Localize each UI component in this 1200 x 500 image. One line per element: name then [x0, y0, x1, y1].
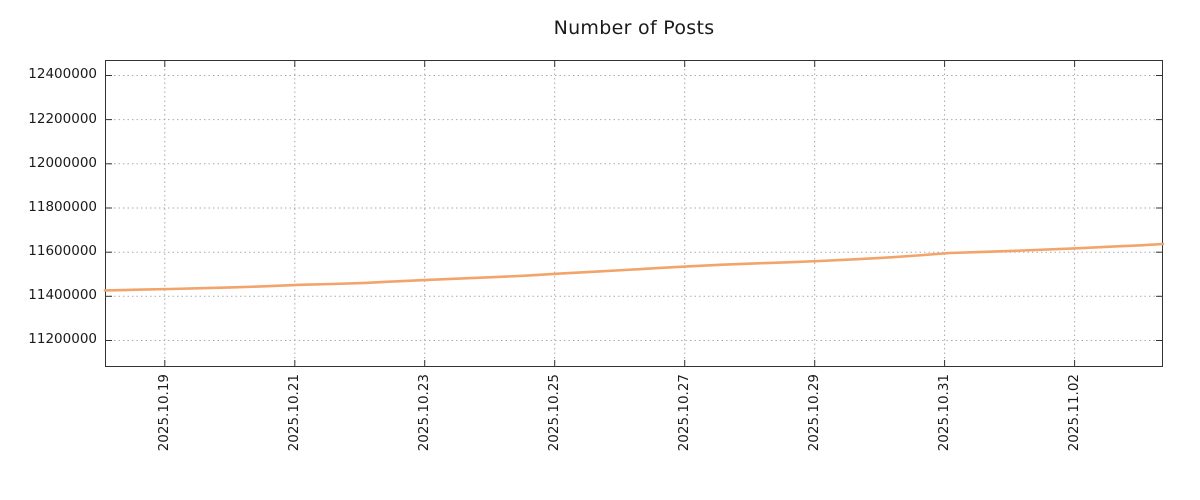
- x-tick-label: 2025.10.27: [675, 374, 692, 452]
- x-tick-label: 2025.10.25: [545, 374, 562, 452]
- plot-border: [105, 60, 1163, 367]
- x-tick-label: 2025.10.31: [935, 374, 952, 452]
- series-line-number-of-posts: [103, 242, 1165, 292]
- y-tick-label: 12400000: [28, 66, 97, 83]
- y-tick-label: 11600000: [28, 243, 97, 260]
- chart-title: Number of Posts: [553, 17, 715, 39]
- y-tick-label: 11400000: [28, 287, 97, 304]
- x-tick-label: 2025.10.19: [155, 374, 172, 452]
- y-tick-label: 12200000: [28, 110, 97, 127]
- y-tick-label: 11800000: [28, 198, 97, 215]
- x-tick-label: 2025.10.23: [415, 374, 432, 452]
- y-tick-label: 12000000: [28, 154, 97, 171]
- x-tick-label: 2025.11.02: [1065, 374, 1082, 452]
- y-tick-label: 11200000: [28, 331, 97, 348]
- x-tick-label: 2025.10.21: [285, 374, 302, 452]
- x-tick-label: 2025.10.29: [805, 374, 822, 452]
